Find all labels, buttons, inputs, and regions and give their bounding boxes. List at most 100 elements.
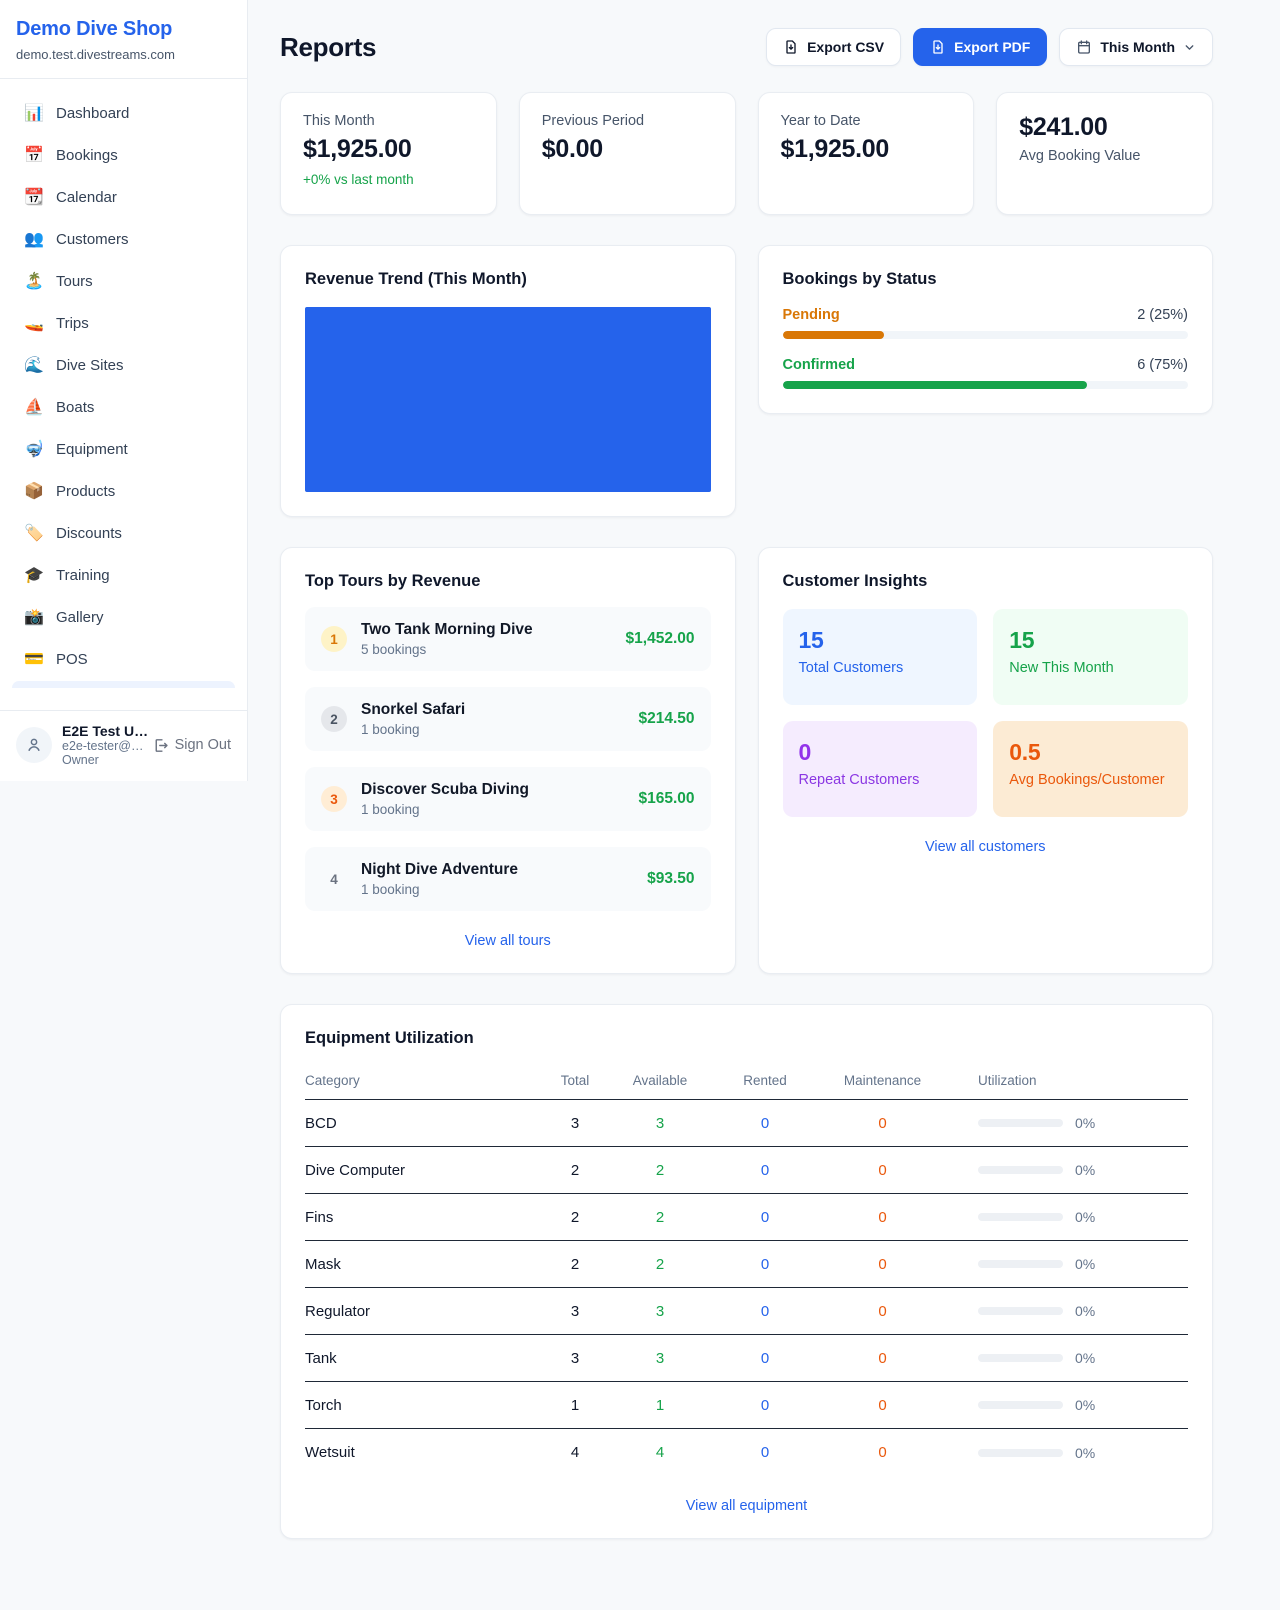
sign-out-icon — [155, 738, 168, 752]
tour-row: 3 Discover Scuba Diving 1 booking $165.0… — [305, 767, 711, 831]
tour-row: 2 Snorkel Safari 1 booking $214.50 — [305, 687, 711, 751]
sidebar-item-dive-sites[interactable]: 🌊 Dive Sites — [12, 345, 235, 385]
insight-value: 0 — [798, 739, 812, 765]
sign-out-button[interactable]: Sign Out — [152, 737, 231, 754]
sidebar-item-gallery[interactable]: 📸 Gallery — [12, 597, 235, 637]
insight-tile-repeat-customers: 0 Repeat Customers — [782, 721, 978, 817]
training-icon: 🎓 — [24, 567, 44, 584]
export-pdf-button[interactable]: Export PDF — [913, 28, 1048, 66]
status-bar-track — [782, 381, 1188, 389]
cell-available: 3 — [655, 1302, 665, 1320]
status-bar-fill — [782, 381, 1087, 389]
stat-card-year-to-date: Year to Date $1,925.00 — [757, 92, 975, 215]
top-tours-card: Top Tours by Revenue 1 Two Tank Morning … — [280, 547, 736, 974]
revenue-trend-title: Revenue Trend (This Month) — [305, 270, 527, 288]
view-all-tours-link[interactable]: View all tours — [464, 933, 551, 949]
user-panel: E2E Test U… e2e-tester@… Owner Sign Out — [0, 710, 247, 781]
stat-card-avg-booking-value: $241.00 Avg Booking Value — [996, 92, 1213, 215]
cell-utilization: 0% — [1075, 1256, 1096, 1272]
person-icon — [28, 738, 40, 751]
sidebar-item-label: POS — [56, 650, 88, 668]
sidebar-item-calendar[interactable]: 📆 Calendar — [12, 177, 235, 217]
revenue-trend-chart — [305, 307, 711, 492]
sidebar-item-training[interactable]: 🎓 Training — [12, 555, 235, 595]
cell-maintenance: 0 — [878, 1444, 887, 1461]
cell-utilization: 0% — [1075, 1162, 1096, 1178]
stat-value: $0.00 — [541, 135, 603, 163]
sidebar-item-equipment[interactable]: 🤿 Equipment — [12, 429, 235, 469]
status-bar-track — [782, 331, 1188, 339]
table-header-row: Category Total Available Rented Maintena… — [305, 1062, 1188, 1100]
status-label: Confirmed — [782, 357, 856, 373]
insight-value: 0.5 — [1009, 739, 1041, 765]
export-csv-label: Export CSV — [807, 39, 885, 55]
sidebar-item-pos[interactable]: 💳 POS — [12, 639, 235, 679]
avatar — [16, 727, 52, 763]
sidebar-item-customers[interactable]: 👥 Customers — [12, 219, 235, 259]
tours-icon: 🏝️ — [24, 273, 44, 290]
sidebar-item-trips[interactable]: 🚤 Trips — [12, 303, 235, 343]
export-csv-button[interactable]: Export CSV — [766, 28, 902, 66]
insight-tile-total-customers: 15 Total Customers — [782, 609, 978, 705]
insight-label: Repeat Customers — [798, 772, 920, 788]
calendar-icon — [1078, 40, 1091, 54]
cell-category: Torch — [305, 1396, 342, 1414]
rank-badge: 1 — [321, 626, 347, 652]
cell-maintenance: 0 — [878, 1161, 887, 1179]
col-header-rented: Rented — [743, 1073, 787, 1088]
table-row: Regulator 3 3 0 0 0% — [305, 1288, 1188, 1335]
sidebar-item-dashboard[interactable]: 📊 Dashboard — [12, 93, 235, 133]
sidebar-item-boats[interactable]: ⛵ Boats — [12, 387, 235, 427]
file-download-icon — [786, 40, 796, 54]
sidebar-item-products[interactable]: 📦 Products — [12, 471, 235, 511]
insight-label: New This Month — [1009, 660, 1114, 676]
period-dropdown[interactable]: This Month — [1059, 28, 1213, 66]
insight-tile-avg-bookings: 0.5 Avg Bookings/Customer — [993, 721, 1188, 817]
sidebar-item-label: Bookings — [56, 146, 118, 164]
col-header-total: Total — [560, 1073, 590, 1088]
view-all-equipment-link[interactable]: View all equipment — [685, 1498, 808, 1514]
bookings-by-status-card: Bookings by Status Pending 2 (25%) Confi… — [757, 245, 1213, 414]
tour-name: Night Dive Adventure — [361, 861, 519, 878]
tour-amount: $165.00 — [638, 790, 695, 807]
cell-rented: 0 — [760, 1161, 770, 1179]
rank-badge: 2 — [321, 706, 347, 732]
cell-rented: 0 — [760, 1114, 770, 1132]
cell-available: 3 — [655, 1349, 665, 1367]
status-row-pending: Pending 2 (25%) — [782, 307, 1188, 339]
cell-available: 4 — [655, 1444, 665, 1461]
cell-total: 2 — [570, 1255, 580, 1273]
dashboard-icon: 📊 — [24, 105, 44, 122]
view-all-customers-link[interactable]: View all customers — [924, 839, 1046, 855]
utilization-bar-track — [978, 1354, 1063, 1362]
equipment-table: Category Total Available Rented Maintena… — [305, 1062, 1188, 1476]
sidebar-item-discounts[interactable]: 🏷️ Discounts — [12, 513, 235, 553]
cell-total: 2 — [570, 1208, 580, 1226]
cell-total: 4 — [570, 1444, 580, 1461]
sidebar-item-label: Dashboard — [56, 104, 130, 122]
tour-bookings: 5 bookings — [361, 642, 427, 657]
cell-category: Tank — [305, 1349, 337, 1367]
sidebar-item-reports-active-partial[interactable] — [12, 681, 235, 688]
status-row-confirmed: Confirmed 6 (75%) — [782, 357, 1188, 389]
cell-utilization: 0% — [1075, 1209, 1096, 1225]
sidebar-item-label: Products — [56, 482, 116, 500]
sidebar-item-label: Equipment — [56, 440, 128, 458]
customers-icon: 👥 — [24, 231, 44, 248]
revenue-trend-card: Revenue Trend (This Month) — [280, 245, 736, 517]
col-header-utilization: Utilization — [978, 1073, 1037, 1088]
stat-value: $1,925.00 — [780, 135, 890, 163]
sidebar-item-tours[interactable]: 🏝️ Tours — [12, 261, 235, 301]
tour-amount: $1,452.00 — [625, 630, 695, 647]
insight-tile-new-this-month: 15 New This Month — [993, 609, 1188, 705]
sidebar-item-label: Boats — [56, 398, 95, 416]
sidebar-item-bookings[interactable]: 📅 Bookings — [12, 135, 235, 175]
tour-bookings: 1 booking — [361, 722, 420, 737]
pos-icon: 💳 — [24, 651, 44, 668]
utilization-bar-track — [978, 1260, 1063, 1268]
sidebar-item-label: Training — [56, 566, 110, 584]
stat-label: Year to Date — [780, 113, 861, 129]
sidebar-item-label: Dive Sites — [56, 356, 124, 374]
gallery-icon: 📸 — [24, 609, 44, 626]
cell-rented: 0 — [760, 1349, 770, 1367]
